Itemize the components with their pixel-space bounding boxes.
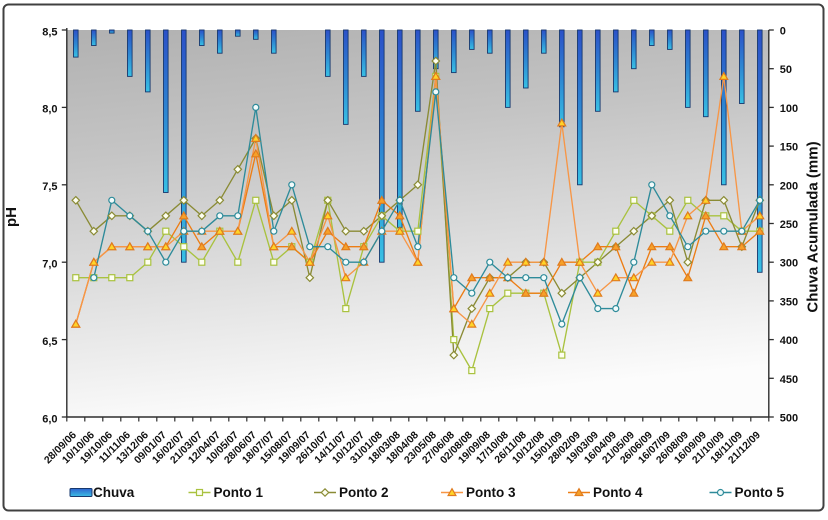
svg-text:Ponto 3: Ponto 3	[466, 485, 516, 500]
svg-text:450: 450	[780, 374, 798, 386]
svg-text:150: 150	[780, 142, 798, 154]
svg-text:6,5: 6,5	[42, 336, 57, 348]
svg-text:200: 200	[780, 180, 798, 192]
svg-text:Ponto 4: Ponto 4	[593, 485, 643, 500]
svg-text:pH: pH	[3, 207, 20, 227]
svg-text:400: 400	[780, 335, 798, 347]
svg-text:6,0: 6,0	[42, 413, 57, 425]
svg-text:Chuva: Chuva	[93, 485, 135, 500]
svg-text:100: 100	[780, 103, 798, 115]
svg-text:Ponto 1: Ponto 1	[214, 485, 264, 500]
svg-text:Ponto 5: Ponto 5	[735, 485, 785, 500]
svg-text:0: 0	[780, 26, 786, 38]
svg-text:50: 50	[780, 64, 792, 76]
svg-text:250: 250	[780, 219, 798, 231]
svg-text:8,0: 8,0	[42, 104, 57, 116]
svg-text:Ponto 2: Ponto 2	[339, 485, 389, 500]
svg-text:Chuva Acumulada (mm): Chuva Acumulada (mm)	[805, 141, 822, 312]
svg-text:7,5: 7,5	[42, 181, 57, 193]
svg-text:7,0: 7,0	[42, 259, 57, 271]
svg-text:300: 300	[780, 258, 798, 270]
svg-text:8,5: 8,5	[42, 26, 57, 38]
svg-text:500: 500	[780, 413, 798, 425]
svg-text:350: 350	[780, 296, 798, 308]
